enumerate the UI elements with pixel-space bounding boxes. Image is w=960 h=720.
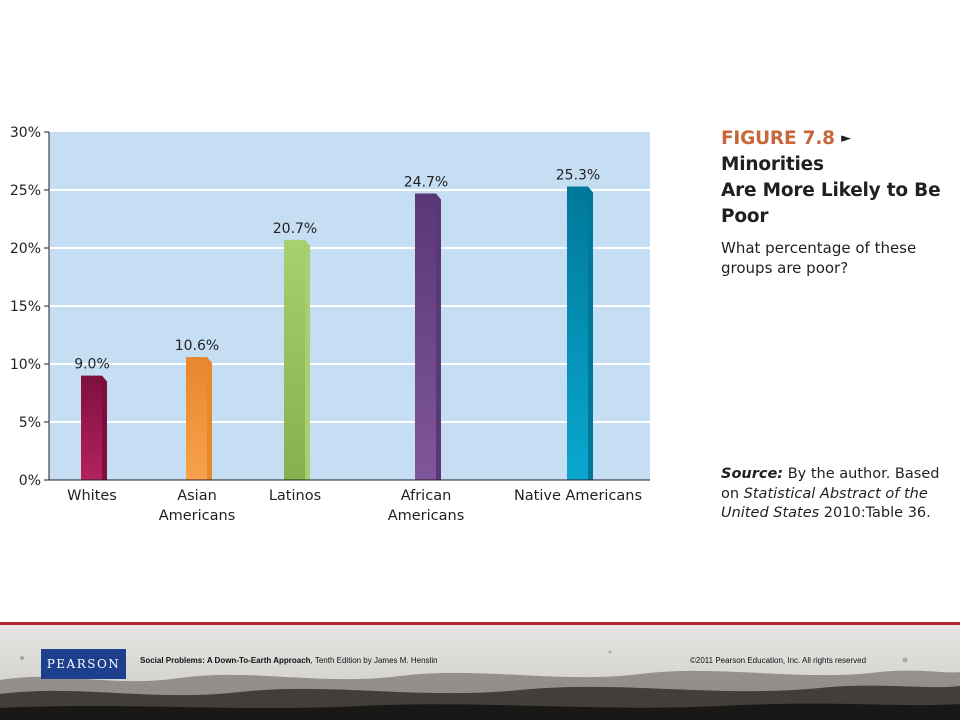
bar-side-4 xyxy=(588,186,593,480)
y-tick-label: 5% xyxy=(19,415,41,431)
source-line2-pre: on xyxy=(721,485,740,502)
book-title: Social Problems: A Down-To-Earth Approac… xyxy=(140,656,311,665)
x-tick-label: Asian xyxy=(177,488,217,504)
x-tick-label: Americans xyxy=(388,508,465,524)
grunge-texture xyxy=(0,650,960,720)
y-tick-label: 0% xyxy=(19,473,41,489)
bar-4 xyxy=(567,186,588,480)
bar-side-3 xyxy=(436,193,441,481)
data-label: 24.7% xyxy=(404,174,448,190)
y-tick-label: 25% xyxy=(10,183,41,199)
y-tick-label: 30% xyxy=(10,125,41,141)
bar-3 xyxy=(415,193,436,481)
figure-caption: FIGURE 7.8 ► Minorities Are More Likely … xyxy=(721,126,956,278)
x-tick-label: Native Americans xyxy=(514,488,642,504)
y-tick-label: 10% xyxy=(10,357,41,373)
figure-title: FIGURE 7.8 ► Minorities Are More Likely … xyxy=(721,126,956,230)
x-tick-label: Latinos xyxy=(269,488,321,504)
book-info: Social Problems: A Down-To-Earth Approac… xyxy=(140,656,438,665)
slide-footer: PEARSON Social Problems: A Down-To-Earth… xyxy=(0,622,960,720)
copyright-notice: ©2011 Pearson Education, Inc. All rights… xyxy=(690,656,867,665)
figure-question-line1: What percentage of these xyxy=(721,239,917,257)
x-tick-label: Whites xyxy=(67,488,117,504)
source-line2-italic: Statistical Abstract of the xyxy=(743,485,928,502)
footer-red-rule xyxy=(0,622,960,625)
figure-question-line2: groups are poor? xyxy=(721,259,849,277)
figure-title-line2: Are More Likely to Be xyxy=(721,180,941,201)
data-label: 20.7% xyxy=(273,221,317,237)
x-tick-label: African xyxy=(401,488,452,504)
source-note: Source: By the author. Based on Statisti… xyxy=(721,465,956,524)
data-label: 9.0% xyxy=(74,357,110,373)
figure-title-line1: Minorities xyxy=(721,154,824,175)
figure-number: FIGURE 7.8 xyxy=(721,128,835,149)
source-label: Source: xyxy=(721,466,784,482)
bar-side-1 xyxy=(207,357,212,480)
bar-side-0 xyxy=(102,375,107,480)
data-label: 25.3% xyxy=(556,168,600,184)
figure-question: What percentage of these groups are poor… xyxy=(721,238,956,278)
book-edition: , Tenth Edition by James M. Henslin xyxy=(310,656,438,665)
bar-chart: 0% 5% 10% 15% 20% 25% 30% 9.0% Whites 10.6% Asian A… xyxy=(10,125,650,524)
source-line3-rest: 2010:Table 36. xyxy=(823,505,931,521)
figure-title-line3: Poor xyxy=(721,206,769,227)
figure-arrow-icon: ► xyxy=(841,131,851,146)
pearson-logo: PEARSON xyxy=(41,649,126,679)
y-tick-label: 20% xyxy=(10,241,41,257)
bar-1 xyxy=(186,357,207,480)
bar-2 xyxy=(284,239,305,480)
y-tick-label: 15% xyxy=(10,299,41,315)
bar-side-2 xyxy=(305,239,310,480)
x-tick-label: Americans xyxy=(159,508,236,524)
data-label: 10.6% xyxy=(175,338,219,354)
source-line3-italic: United States xyxy=(721,505,820,521)
bar-0 xyxy=(81,375,102,480)
source-line1: By the author. Based xyxy=(787,466,940,482)
